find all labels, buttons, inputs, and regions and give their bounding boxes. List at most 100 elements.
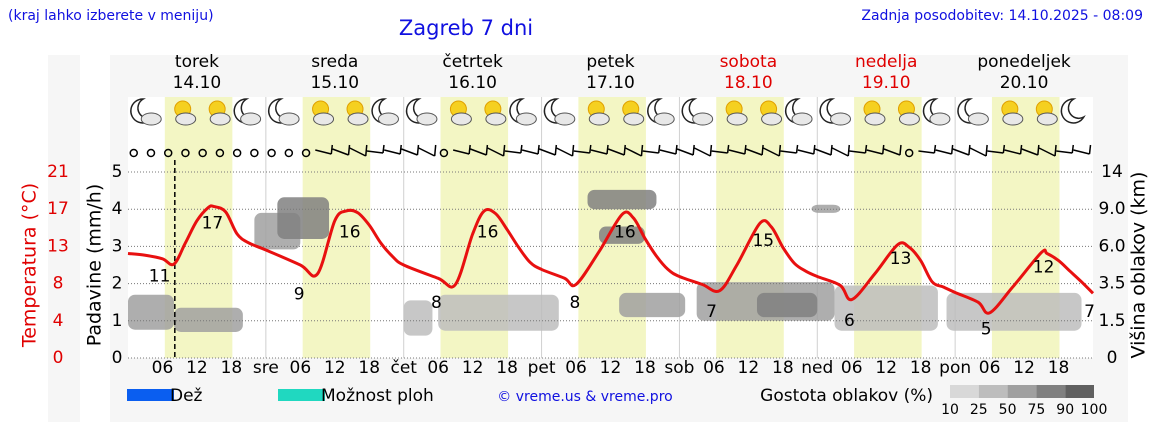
cloud-tick-label: 1.5 — [1098, 311, 1125, 331]
wind-barb — [968, 144, 971, 156]
cloud-layer — [403, 300, 433, 336]
wind-barb — [537, 144, 540, 155]
temperature-label: 7 — [1084, 302, 1095, 322]
wind-calm — [301, 148, 311, 158]
x-tick-label: sob — [664, 358, 694, 378]
wind-barb — [399, 144, 402, 155]
x-tick-label: 06 — [427, 358, 449, 378]
y-tick-label: 13 — [47, 236, 69, 256]
cloud — [967, 112, 989, 126]
wind-barb — [987, 150, 1004, 154]
wind-barb — [950, 144, 954, 155]
x-tick-label: 12 — [875, 358, 897, 378]
wind-barb — [315, 149, 332, 155]
wind-barb — [778, 144, 782, 157]
wind-barb — [590, 149, 608, 155]
wind-barb — [899, 144, 902, 156]
wind-barb — [952, 148, 970, 156]
day-name: torek — [175, 52, 219, 72]
cloud — [240, 112, 262, 126]
x-tick-label: 12 — [1013, 358, 1035, 378]
cloud — [726, 112, 748, 126]
wind-barb — [589, 144, 592, 154]
cloud-layer — [619, 292, 686, 318]
wind-barb — [830, 144, 833, 156]
cloud-scale-label: 50 — [999, 402, 1017, 418]
wind-barb — [728, 149, 746, 155]
day-date: 20.10 — [1000, 73, 1049, 93]
wind-barb — [485, 144, 489, 156]
day-date: 16.10 — [448, 73, 497, 93]
wind-barb — [744, 144, 747, 155]
credit: © vreme.us & vreme.pro — [497, 389, 672, 405]
wind-barb — [795, 144, 799, 154]
wind-barb — [709, 144, 713, 157]
cloud-scale-box — [950, 385, 979, 398]
wind-calm — [439, 148, 449, 158]
cloud-layer — [587, 189, 657, 210]
wind-barb — [933, 144, 937, 154]
weather-icons — [129, 98, 1092, 158]
x-tick-label: 12 — [186, 358, 208, 378]
wind-barb — [607, 148, 625, 156]
wind-barb — [726, 144, 730, 154]
wind-barb — [1071, 144, 1075, 154]
cloud — [416, 112, 438, 126]
wind-barb — [366, 150, 384, 154]
temperature-label: 7 — [706, 302, 717, 322]
wind-barb — [416, 144, 420, 156]
wind-barb — [502, 144, 506, 157]
cloud-tick-label: 6.0 — [1098, 236, 1125, 256]
wind-barb — [625, 147, 642, 157]
wind-calm — [129, 148, 138, 158]
wind-barb — [330, 144, 334, 155]
x-tick-label: 12 — [600, 358, 622, 378]
precip-tick-label: 5 — [112, 162, 123, 182]
legend-swatch — [127, 389, 174, 401]
cloud-scale-box — [978, 385, 1008, 398]
cloud-layer — [173, 307, 243, 332]
wind-barb — [692, 144, 695, 156]
cloud-axis-title: Višina oblakov (km) — [1128, 172, 1150, 359]
cloud — [450, 112, 472, 126]
wind-barb — [554, 144, 558, 156]
wind-barb — [657, 144, 661, 154]
wind-barb — [521, 149, 539, 155]
cloud — [864, 112, 886, 126]
cloud — [377, 112, 399, 126]
temperature-label: 17 — [202, 213, 224, 233]
wind-barb — [866, 149, 883, 155]
cloud — [588, 112, 610, 126]
wind-barb — [384, 149, 401, 155]
wind-barb — [1002, 144, 1006, 154]
wind-barb — [1019, 144, 1023, 155]
cloud-layer — [834, 285, 938, 331]
cloud-scale-label: 90 — [1056, 402, 1074, 418]
cloud-layer — [756, 292, 818, 318]
wind-barb — [623, 144, 626, 156]
wind-barb — [433, 144, 437, 157]
wind-barb — [1004, 149, 1021, 155]
cloud-layer — [811, 204, 841, 213]
cloud — [140, 112, 162, 126]
precip-tick-label: 0 — [112, 348, 123, 368]
day-date: 19.10 — [862, 73, 911, 93]
wind-calm — [181, 148, 190, 158]
cloud — [830, 112, 852, 126]
day-date: 18.10 — [724, 73, 773, 93]
wind-barb — [883, 148, 901, 156]
wind-barb — [556, 147, 573, 157]
wind-barb — [382, 144, 385, 154]
cloud-tick-label: 14 — [1101, 162, 1123, 182]
y-tick-label: 8 — [53, 274, 64, 294]
wind-barb — [487, 147, 504, 157]
y-tick-label: 21 — [47, 162, 69, 182]
wind-barb — [504, 150, 521, 154]
x-tick-label: 06 — [703, 358, 725, 378]
wind-calm — [904, 148, 914, 158]
cloud — [485, 112, 507, 126]
wind-barb — [1038, 147, 1056, 157]
wind-barb — [780, 150, 797, 154]
wind-barb — [676, 148, 694, 156]
day-name: petek — [586, 52, 634, 72]
